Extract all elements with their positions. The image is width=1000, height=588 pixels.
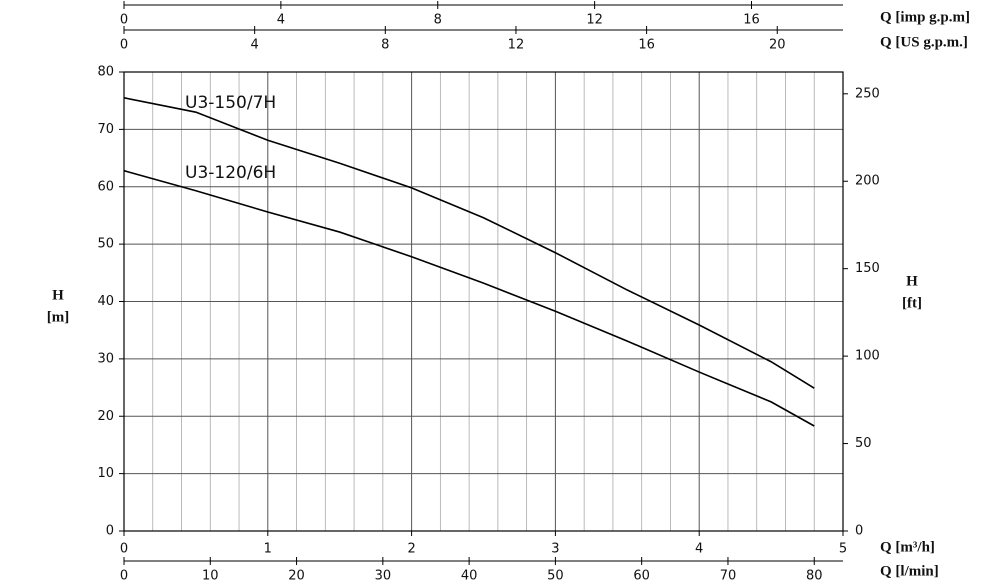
secondary-x-tick-label: 8 [434, 13, 442, 28]
secondary-x-tick-label: 20 [769, 38, 786, 53]
secondary-x-tick-label: 4 [251, 38, 259, 53]
curve-label: U3-120/6H [185, 163, 276, 183]
secondary-x-tick-label: 16 [743, 13, 760, 28]
y-tick-label: 10 [97, 466, 114, 481]
secondary-x-tick-label: 0 [120, 569, 128, 584]
secondary-x-axis-title: Q [imp g.p.m] [880, 9, 970, 25]
x-tick-label: 5 [839, 542, 847, 557]
y-tick-label: 0 [106, 524, 114, 539]
secondary-x-tick-label: 4 [277, 13, 285, 28]
secondary-x-tick-label: 50 [547, 569, 564, 584]
y2-axis-unit: [ft] [902, 295, 922, 311]
secondary-x-tick-label: 12 [508, 38, 525, 53]
y2-tick-label: 100 [855, 349, 880, 364]
curve-label: U3-150/7H [185, 93, 276, 113]
y-tick-label: 30 [97, 351, 114, 366]
secondary-x-tick-label: 0 [120, 38, 128, 53]
x-tick-label: 1 [264, 542, 272, 557]
y-axis-unit: [m] [47, 309, 70, 325]
curve [123, 97, 815, 389]
x-tick-label: 3 [551, 542, 559, 557]
secondary-x-tick-label: 16 [638, 38, 655, 53]
secondary-x-tick-label: 10 [202, 569, 219, 584]
curve [123, 169, 815, 427]
secondary-x-tick-label: 30 [375, 569, 392, 584]
secondary-x-tick-label: 40 [461, 569, 478, 584]
secondary-x-tick-label: 20 [288, 569, 305, 584]
y-tick-label: 80 [97, 65, 114, 80]
x-tick-label: 4 [695, 542, 703, 557]
secondary-x-tick-label: 60 [633, 569, 650, 584]
secondary-x-tick-label: 8 [381, 38, 389, 53]
y-axis-title: H [52, 287, 64, 303]
secondary-x-tick-label: 80 [806, 569, 823, 584]
y2-tick-label: 0 [855, 524, 863, 539]
secondary-x-tick-label: 0 [120, 13, 128, 28]
secondary-x-axis-title: Q [l/min] [880, 563, 939, 579]
y-tick-label: 70 [97, 122, 114, 137]
y-tick-label: 50 [97, 237, 114, 252]
secondary-x-tick-label: 12 [586, 13, 603, 28]
y2-tick-label: 250 [855, 86, 880, 101]
y-tick-label: 60 [97, 179, 114, 194]
x-tick-label: 2 [407, 542, 415, 557]
x-axis-title: Q [m³/h] [880, 539, 935, 555]
secondary-x-tick-label: 70 [720, 569, 737, 584]
secondary-x-axis-title: Q [US g.p.m.] [880, 34, 968, 50]
y2-tick-label: 200 [855, 174, 880, 189]
x-tick-label: 0 [120, 542, 128, 557]
y2-tick-label: 150 [855, 261, 880, 276]
y2-axis-title: H [906, 273, 918, 289]
y2-tick-label: 50 [855, 436, 872, 451]
y-tick-label: 40 [97, 294, 114, 309]
y-tick-label: 20 [97, 409, 114, 424]
